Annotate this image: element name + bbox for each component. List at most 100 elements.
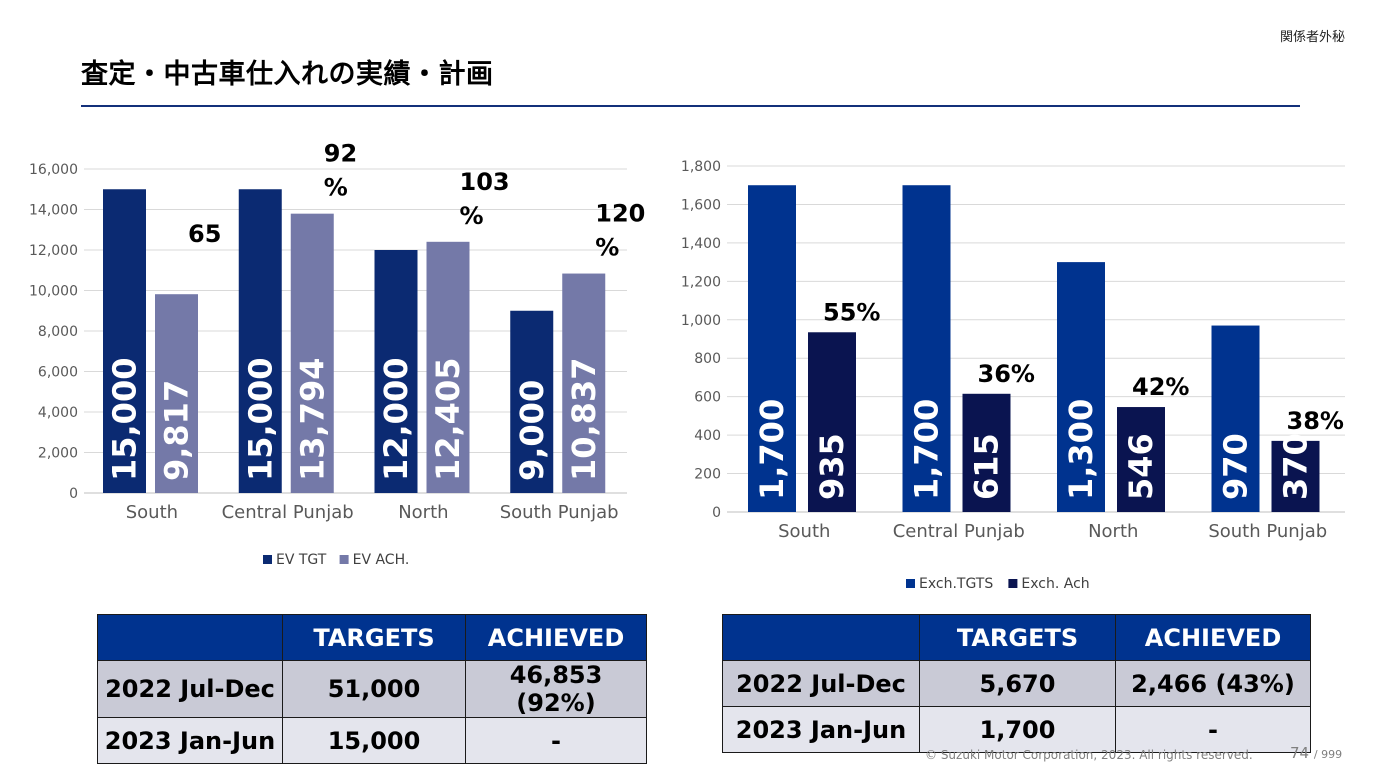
y-tick-label: 0 <box>712 505 721 521</box>
y-tick-label: 0 <box>69 486 78 502</box>
table-cell: 2022 Jul-Dec <box>97 660 283 718</box>
table-cell: - <box>1115 706 1311 753</box>
bar-achieved <box>426 241 470 493</box>
table-cell: 5,670 <box>919 660 1116 707</box>
ev-summary-table: TARGETS ACHIEVED 2022 Jul-Dec 51,000 46,… <box>97 614 647 764</box>
bar-data-label: 370 <box>1277 433 1315 500</box>
bar-data-label: 9,817 <box>158 380 196 481</box>
y-tick-label: 8,000 <box>38 324 78 340</box>
table-header-cell <box>722 614 920 661</box>
bar-target <box>902 185 951 512</box>
bar-data-label: 970 <box>1217 433 1255 500</box>
x-category-label: Central Punjab <box>893 521 1025 542</box>
table-cell: 1,700 <box>919 706 1116 753</box>
table-header-cell: ACHIEVED <box>465 614 647 661</box>
bar-data-label: 9,000 <box>513 380 551 481</box>
y-tick-label: 2,000 <box>38 446 78 462</box>
x-category-label: South Punjab <box>500 502 619 523</box>
y-tick-label: 1,400 <box>681 236 721 252</box>
y-tick-label: 600 <box>694 390 721 406</box>
table-header-cell: TARGETS <box>919 614 1116 661</box>
bar-target <box>238 189 282 493</box>
table-header-cell: ACHIEVED <box>1115 614 1311 661</box>
x-category-label: Central Punjab <box>222 502 354 523</box>
confidential-label: 関係者外秘 <box>1279 30 1345 45</box>
bar-data-label: 1,300 <box>1062 399 1100 500</box>
table-cell: 2022 Jul-Dec <box>722 660 920 707</box>
legend-label: EV ACH. <box>353 552 410 568</box>
page-number: 74 / 999 <box>1290 744 1342 762</box>
bar-achieved <box>1117 407 1165 512</box>
title-divider <box>81 105 1300 107</box>
y-tick-label: 14,000 <box>29 203 78 219</box>
legend-label: Exch. Ach <box>1021 576 1089 592</box>
table-cell: 2023 Jan-Jun <box>722 706 920 753</box>
bar-achieved <box>290 213 334 493</box>
table-cell: 2,466 (43%) <box>1115 660 1311 707</box>
bar-data-label: 10,837 <box>565 358 603 481</box>
y-tick-label: 400 <box>694 428 721 444</box>
bar-achieved <box>962 393 1011 512</box>
bar-data-label: 12,000 <box>377 358 415 481</box>
table-header-cell: TARGETS <box>282 614 466 661</box>
y-tick-label: 1,800 <box>681 159 721 175</box>
bar-data-label: 546 <box>1122 433 1160 500</box>
ev-bar-chart: 0 2,000 4,000 6,000 8,000 10,000 12,000 14,000 1… <box>29 140 645 568</box>
achievement-percent-label: 103 <box>460 168 510 196</box>
y-tick-label: 1,200 <box>681 274 721 290</box>
achievement-percent-label: 36% <box>978 360 1035 388</box>
exchange-summary-table: TARGETS ACHIEVED 2022 Jul-Dec 5,670 2,46… <box>722 614 1311 753</box>
bar-data-label: 1,700 <box>753 399 791 500</box>
y-tick-label: 6,000 <box>38 365 78 381</box>
table-row: 2022 Jul-Dec 51,000 46,853 (92%) <box>97 660 647 718</box>
bar-achieved <box>1271 440 1320 512</box>
achievement-percent-label: % <box>460 202 484 230</box>
bar-data-label: 15,000 <box>106 358 144 481</box>
achievement-percent-label: 55% <box>823 298 880 326</box>
x-category-label: North <box>398 502 448 523</box>
page-current: 74 <box>1290 744 1310 762</box>
x-category-label: North <box>1088 521 1138 542</box>
y-tick-label: 1,000 <box>681 313 721 329</box>
bar-data-label: 1,700 <box>908 399 946 500</box>
y-tick-label: 200 <box>694 467 721 483</box>
achievement-percent-label: % <box>595 234 619 262</box>
table-cell: 2023 Jan-Jun <box>97 717 283 764</box>
table-cell: 46,853 (92%) <box>465 660 647 718</box>
bar-data-label: 615 <box>968 433 1006 500</box>
bar-target <box>748 185 796 512</box>
legend-swatch <box>263 555 272 564</box>
table-row: 2022 Jul-Dec 5,670 2,466 (43%) <box>722 660 1311 707</box>
x-category-label: South <box>778 521 830 542</box>
copyright-notice: © Suzuki Motor Corporation, 2023. All ri… <box>925 748 1253 762</box>
achievement-percent-label: 65 <box>188 220 221 248</box>
x-category-label: South Punjab <box>1208 521 1327 542</box>
legend-swatch <box>906 579 915 588</box>
achievement-percent-label: 42% <box>1132 373 1189 401</box>
y-tick-label: 16,000 <box>29 162 78 178</box>
bar-target <box>374 250 418 493</box>
bar-achieved <box>562 273 606 493</box>
legend-label: EV TGT <box>276 552 327 568</box>
table-row: 2023 Jan-Jun 15,000 - <box>97 717 647 764</box>
table-cell: 51,000 <box>282 660 466 718</box>
table-row: 2023 Jan-Jun 1,700 - <box>722 706 1311 753</box>
legend-swatch <box>1008 579 1018 588</box>
achievement-percent-label: 120 <box>595 200 645 228</box>
bar-data-label: 935 <box>813 433 851 500</box>
bar-data-label: 12,405 <box>429 358 467 481</box>
legend-label: Exch.TGTS <box>919 576 993 592</box>
achievement-percent-label: % <box>324 174 348 202</box>
table-header-cell <box>97 614 283 661</box>
bar-target <box>103 189 146 493</box>
table-cell: - <box>465 717 647 764</box>
y-tick-label: 12,000 <box>29 243 78 259</box>
bar-data-label: 13,794 <box>293 358 331 481</box>
table-cell: 15,000 <box>282 717 466 764</box>
bar-achieved <box>155 294 198 493</box>
y-tick-label: 10,000 <box>29 284 78 300</box>
achievement-percent-label: 38% <box>1287 407 1344 435</box>
exchange-bar-chart: 0 200 400 600 800 1,000 1,200 1,400 1,600 1,800 1,… <box>681 159 1345 592</box>
table-header-row: TARGETS ACHIEVED <box>97 614 647 661</box>
y-tick-label: 800 <box>694 351 721 367</box>
